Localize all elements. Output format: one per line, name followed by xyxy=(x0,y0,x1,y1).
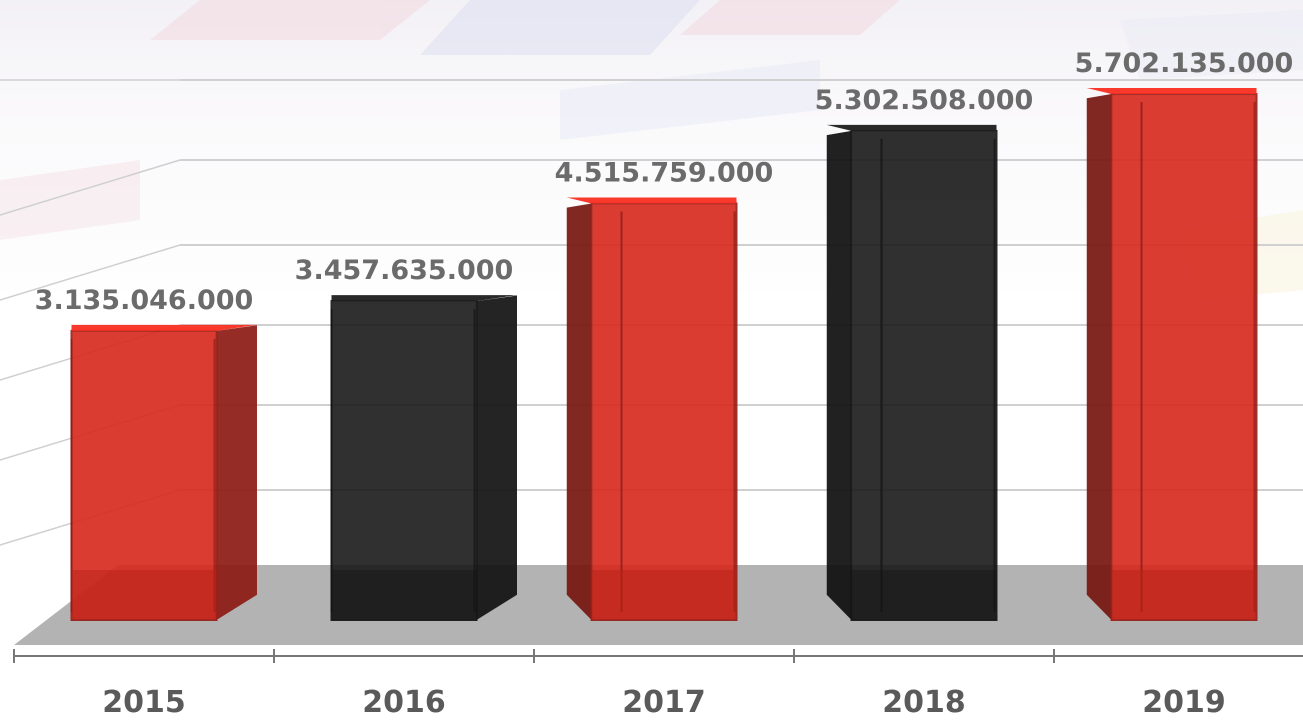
bar-front xyxy=(330,300,478,621)
category-label-2016: 2016 xyxy=(362,685,446,720)
bar-base-shade xyxy=(591,570,737,620)
category-labels: 2015 2016 2017 2018 2019 xyxy=(102,685,1226,720)
bar-2015 xyxy=(70,324,257,621)
bar-2018 xyxy=(826,124,998,621)
bar-top xyxy=(826,124,997,131)
bar-top xyxy=(71,324,257,331)
bar-top xyxy=(566,197,737,204)
category-label-2019: 2019 xyxy=(1142,685,1226,720)
bar-side xyxy=(566,203,592,621)
bar-base-shade xyxy=(331,570,477,620)
bars xyxy=(70,88,1258,621)
bar-2016 xyxy=(330,295,517,621)
bar-side xyxy=(476,295,517,620)
value-labels: 3.135.046.000 3.457.635.000 4.515.759.000 5… xyxy=(35,48,1294,316)
category-label-2017: 2017 xyxy=(622,685,706,720)
bar-front xyxy=(1110,93,1258,621)
bar-base-shade xyxy=(71,570,217,620)
value-label-2016: 3.457.635.000 xyxy=(295,255,514,286)
gridline-connector xyxy=(0,159,181,216)
bar-base-shade xyxy=(1111,570,1257,620)
value-label-2017: 4.515.759.000 xyxy=(555,157,774,188)
bar-2019 xyxy=(1086,88,1258,621)
value-label-2015: 3.135.046.000 xyxy=(35,285,254,316)
bar-front xyxy=(850,129,998,621)
bar-front xyxy=(590,202,738,621)
category-label-2018: 2018 xyxy=(882,685,966,720)
value-label-2019: 5.702.135.000 xyxy=(1075,48,1294,79)
bar-side xyxy=(1086,94,1112,620)
value-label-2018: 5.302.508.000 xyxy=(815,85,1034,116)
bar-base-shade xyxy=(851,570,997,620)
bar-side xyxy=(826,130,852,620)
x-axis xyxy=(13,649,1303,663)
gridline-connector xyxy=(0,244,181,301)
bar-top xyxy=(1086,88,1257,95)
category-label-2015: 2015 xyxy=(102,685,186,720)
bar-side xyxy=(216,325,257,620)
bar-2017 xyxy=(566,197,738,621)
bar-top xyxy=(331,295,517,302)
